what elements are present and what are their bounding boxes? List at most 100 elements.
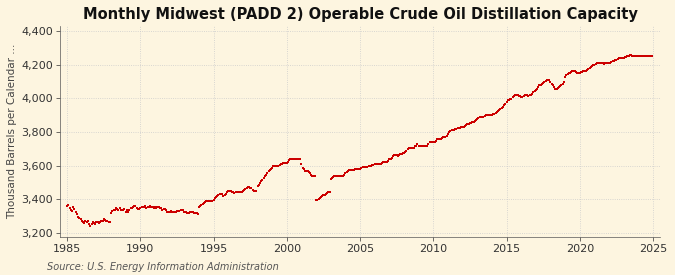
Point [639, 54, 650, 58]
Point [107, 209, 117, 213]
Point [518, 94, 529, 98]
Point [195, 204, 206, 208]
Point [298, 167, 309, 172]
Point [180, 209, 191, 214]
Point [407, 145, 418, 150]
Point [385, 156, 396, 161]
Point [475, 115, 485, 119]
Point [538, 81, 549, 85]
Point [454, 126, 464, 131]
Point [202, 199, 213, 203]
Point [135, 206, 146, 210]
Point [491, 110, 502, 114]
Point [506, 97, 517, 101]
Point [242, 185, 253, 189]
Point [144, 204, 155, 208]
Point [301, 169, 312, 173]
Point [316, 195, 327, 200]
Point [70, 210, 81, 214]
Point [439, 135, 450, 140]
Point [163, 209, 174, 214]
Point [247, 188, 258, 192]
Point [350, 167, 360, 172]
Point [427, 140, 437, 144]
Point [513, 94, 524, 98]
Point [401, 149, 412, 153]
Point [412, 142, 423, 146]
Point [109, 207, 120, 212]
Point [288, 157, 298, 161]
Point [67, 209, 78, 213]
Point [610, 58, 620, 62]
Point [155, 205, 165, 210]
Point [637, 54, 647, 58]
Point [289, 156, 300, 161]
Point [129, 204, 140, 208]
Point [594, 60, 605, 65]
Point [268, 164, 279, 168]
Point [302, 169, 313, 173]
Point [423, 142, 434, 146]
Point [612, 57, 623, 61]
Point [481, 113, 491, 117]
Point [148, 205, 159, 210]
Point [126, 205, 137, 210]
Point [333, 174, 344, 178]
Point [366, 164, 377, 168]
Point [406, 145, 416, 150]
Point [577, 70, 588, 74]
Point [390, 153, 401, 158]
Point [82, 218, 93, 223]
Point [211, 195, 221, 200]
Point [413, 144, 424, 148]
Point [334, 174, 345, 178]
Point [147, 204, 158, 209]
Point [306, 172, 317, 177]
Point [78, 220, 88, 224]
Point [274, 163, 285, 167]
Point [402, 147, 413, 152]
Point [271, 164, 282, 168]
Point [434, 137, 445, 141]
Point [405, 145, 416, 150]
Point [161, 208, 171, 212]
Point [313, 197, 324, 201]
Point [345, 168, 356, 173]
Point [158, 207, 169, 211]
Point [378, 160, 389, 164]
Point [170, 209, 181, 214]
Point [342, 170, 352, 174]
Point [325, 177, 336, 181]
Point [502, 98, 513, 103]
Point [450, 127, 460, 131]
Point [252, 184, 263, 188]
Point [526, 91, 537, 96]
Point [275, 162, 286, 167]
Point [279, 161, 290, 165]
Point [582, 68, 593, 72]
Point [511, 92, 522, 97]
Point [630, 54, 641, 58]
Point [497, 105, 508, 109]
Point [546, 81, 557, 86]
Point [327, 176, 338, 180]
Text: Source: U.S. Energy Information Administration: Source: U.S. Energy Information Administ… [47, 262, 279, 272]
Point [490, 111, 501, 116]
Point [431, 139, 441, 143]
Point [348, 168, 358, 173]
Point [285, 157, 296, 161]
Point [87, 220, 98, 224]
Point [253, 182, 264, 187]
Point [312, 197, 323, 202]
Point [457, 125, 468, 130]
Point [573, 70, 584, 75]
Point [335, 174, 346, 178]
Point [259, 176, 269, 180]
Point [384, 157, 395, 161]
Point [277, 161, 288, 166]
Point [81, 220, 92, 224]
Point [617, 55, 628, 60]
Point [494, 108, 505, 113]
Point [205, 199, 215, 204]
Point [159, 207, 170, 211]
